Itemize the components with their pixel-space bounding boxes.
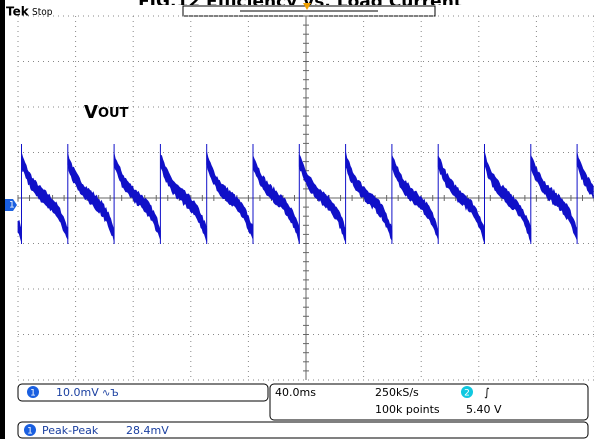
measurement-value: 28.4mV [126, 424, 169, 437]
record-length: 100k points [375, 403, 440, 416]
sample-rate: 250kS/s [375, 386, 419, 399]
channel-marker [5, 199, 17, 211]
trigger-position [303, 3, 311, 10]
channel-marker-label: 1 [9, 201, 15, 211]
trigger-slope: ∫ [484, 386, 490, 399]
measurement-box [17, 421, 589, 439]
trace-label-sub: OUT [98, 106, 129, 121]
trace-label: VOUT [84, 102, 129, 123]
trace-label-main: V [84, 102, 98, 123]
measurement-name: Peak-Peak [42, 424, 99, 437]
brand: Tek [6, 5, 30, 19]
timebase: 40.0ms [275, 386, 316, 399]
measurement-badge [24, 424, 36, 436]
channel-badge [27, 386, 39, 398]
status: Stop [32, 7, 53, 18]
waveform [17, 144, 594, 244]
left-border [0, 0, 5, 439]
timebase-box [269, 383, 589, 421]
channel-number: 1 [30, 389, 36, 399]
trigger-badge [461, 386, 473, 398]
coupling: ∿Ъ [102, 388, 119, 399]
vertical-scale: 10.0mV [56, 386, 99, 399]
measurement-channel: 1 [27, 427, 33, 437]
channel-box [17, 383, 269, 402]
waveform-segment [576, 152, 594, 199]
trigger-channel: 2 [464, 389, 470, 399]
trigger-level: 5.40 V [466, 403, 502, 416]
